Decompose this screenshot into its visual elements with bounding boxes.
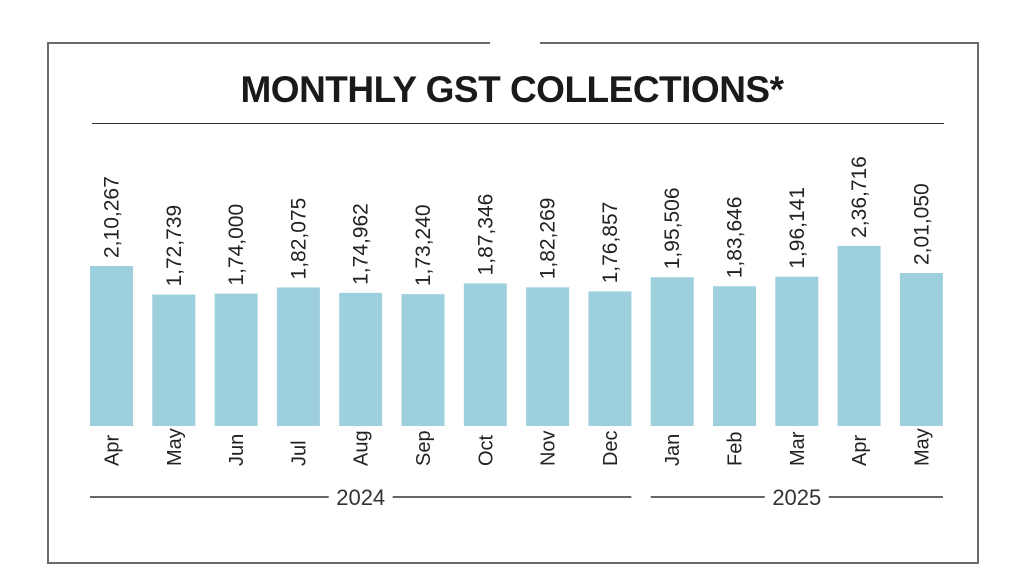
bar <box>713 286 756 426</box>
category-label: Dec <box>600 430 622 466</box>
chart-frame <box>47 42 979 564</box>
bar <box>775 276 819 426</box>
value-label: 1,95,506 <box>661 187 684 269</box>
value-label: 1,87,346 <box>474 194 497 276</box>
category-label: May <box>911 428 933 466</box>
category-label: May <box>164 428 186 466</box>
category-label: Mar <box>787 431 809 466</box>
bar <box>899 273 943 426</box>
category-label: Feb <box>725 432 747 466</box>
bar <box>526 287 570 426</box>
category-label: Apr <box>102 435 124 466</box>
bar <box>837 245 881 426</box>
value-label: 1,72,739 <box>163 205 186 287</box>
category-label: Aug <box>351 430 373 466</box>
bar <box>401 294 445 426</box>
value-label: 1,74,000 <box>225 204 248 286</box>
category-label: Apr <box>849 435 871 466</box>
category-label: Sep <box>413 430 435 466</box>
value-label: 2,10,267 <box>101 176 124 258</box>
bar <box>276 287 320 426</box>
value-label: 1,73,240 <box>412 204 435 286</box>
title-rule <box>92 123 944 124</box>
value-label: 2,36,716 <box>848 156 871 238</box>
bar <box>152 294 196 426</box>
year-label: 2025 <box>772 485 821 510</box>
value-label: 2,01,050 <box>910 183 933 265</box>
bar <box>214 293 258 426</box>
bar <box>90 266 133 426</box>
year-label: 2024 <box>336 485 385 510</box>
value-label: 1,83,646 <box>724 197 747 279</box>
bar <box>339 292 383 426</box>
category-label: Jan <box>662 434 684 466</box>
bar <box>588 291 632 426</box>
value-label: 1,82,075 <box>287 198 310 280</box>
category-label: Jul <box>288 440 310 466</box>
category-label: Oct <box>475 434 497 466</box>
value-label: 1,82,269 <box>537 198 560 280</box>
bar <box>650 277 694 426</box>
value-label: 1,96,141 <box>786 187 809 269</box>
category-label: Nov <box>538 430 560 466</box>
bar <box>463 283 507 426</box>
frame-gap <box>490 38 540 48</box>
chart-title: MONTHLY GST COLLECTIONS* <box>240 69 784 110</box>
value-label: 1,74,962 <box>350 203 373 285</box>
category-label: Jun <box>226 434 248 466</box>
value-label: 1,76,857 <box>599 202 622 284</box>
